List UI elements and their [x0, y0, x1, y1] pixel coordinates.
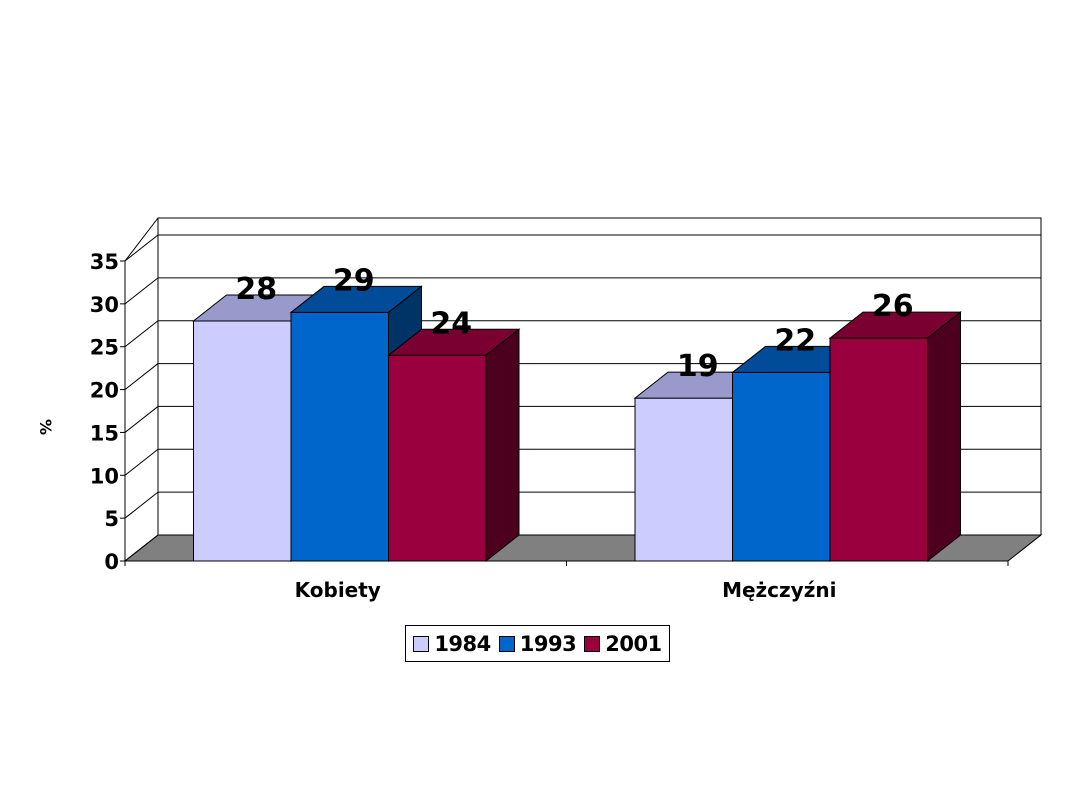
- gridline-side: [124, 534, 159, 562]
- y-tick-label: 0: [104, 550, 119, 574]
- legend-item-1984: 1984: [413, 631, 491, 656]
- data-labels: 28 29 24 19 22 26: [235, 263, 913, 384]
- bars: [192, 285, 962, 563]
- legend-swatch-1984: [413, 635, 430, 652]
- legend-swatch-1993: [498, 635, 515, 652]
- y-tick-label: 5: [104, 507, 119, 531]
- legend-label-1993: 1993: [519, 631, 577, 656]
- data-label: 19: [677, 349, 719, 384]
- x-tick-label: Mężczyźni: [722, 578, 836, 602]
- gridline-side: [124, 406, 159, 433]
- y-axis-label: %: [36, 419, 55, 435]
- legend-label-1984: 1984: [434, 631, 491, 656]
- gridline-side: [124, 448, 159, 476]
- axes: 0 5 10 15 20 25 30 35 Kobiety Mężczyźni: [90, 217, 1009, 602]
- y-tick-label: 30: [90, 293, 119, 317]
- bar: [193, 320, 292, 562]
- data-label: 22: [774, 323, 816, 358]
- data-label: 26: [872, 289, 914, 324]
- data-label: 28: [235, 272, 277, 307]
- gridline-side: [124, 277, 159, 305]
- bar-side: [485, 328, 520, 563]
- legend-label-2001: 2001: [605, 631, 662, 656]
- data-label: 24: [430, 306, 472, 341]
- bar: [388, 354, 487, 562]
- bar: [634, 397, 733, 562]
- legend: 1984 1993 2001: [405, 625, 670, 662]
- gridline-side: [124, 234, 159, 262]
- legend-item-1993: 1993: [498, 631, 577, 656]
- gridline-side: [124, 320, 159, 348]
- gridline-side: [124, 363, 159, 390]
- bar: [829, 337, 928, 562]
- data-label: 29: [333, 263, 375, 298]
- y-tick-label: 10: [90, 464, 119, 488]
- y-tick-label: 20: [90, 379, 119, 403]
- bar: [732, 371, 831, 562]
- bar-side: [927, 311, 961, 563]
- y-tick-label: 35: [90, 250, 119, 274]
- bar: [290, 311, 389, 562]
- gridline-side: [124, 491, 159, 519]
- x-tick-label: Kobiety: [295, 578, 381, 602]
- legend-swatch-2001: [584, 635, 601, 652]
- y-tick-label: 25: [90, 336, 119, 360]
- y-axis-top: [124, 217, 159, 262]
- legend-item-2001: 2001: [584, 631, 662, 656]
- y-tick-label: 15: [90, 421, 119, 445]
